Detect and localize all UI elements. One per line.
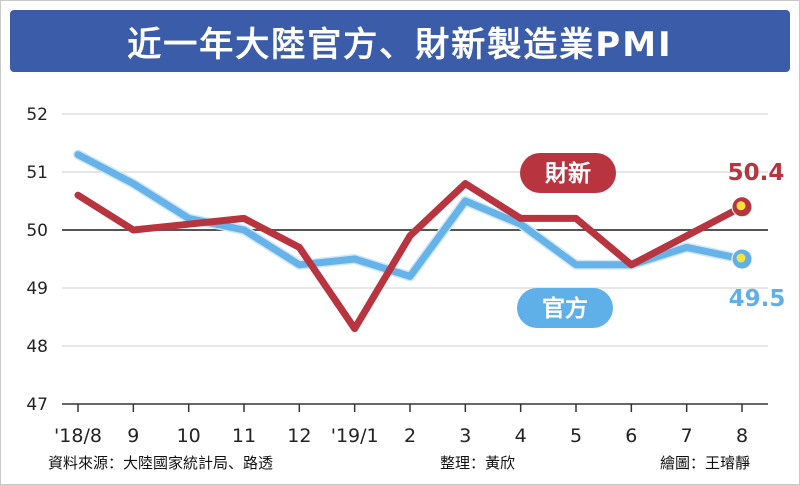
source-note: 資料來源：大陸國家統計局、路透 xyxy=(48,454,274,472)
y-tick-label-49: 49 xyxy=(26,279,48,299)
chart-title: 近一年大陸官方、財新製造業PMI xyxy=(127,24,673,65)
end-label-caixin: 50.4 xyxy=(728,160,785,186)
x-tick-label-7: 3 xyxy=(459,425,471,447)
y-tick-label-51: 51 xyxy=(26,163,48,183)
x-tick-label-6: 2 xyxy=(404,425,416,447)
y-tick-label-52: 52 xyxy=(26,105,48,125)
x-tick-label-11: 7 xyxy=(681,425,693,447)
y-tick-label-47: 47 xyxy=(26,395,48,415)
x-tick-label-3: 11 xyxy=(232,425,256,447)
y-tick-label-50: 50 xyxy=(26,221,48,241)
end-marker-highlight-official xyxy=(736,253,746,263)
x-tick-label-5: '19/1 xyxy=(331,425,379,447)
end-marker-highlight-caixin xyxy=(736,201,746,211)
editor-credit: 整理：黃欣 xyxy=(440,454,516,472)
x-tick-label-2: 10 xyxy=(177,425,201,447)
legend-official-label: 官方 xyxy=(542,295,588,322)
end-label-official: 49.5 xyxy=(729,286,786,312)
x-tick-label-0: '18/8 xyxy=(54,425,102,447)
x-tick-label-10: 6 xyxy=(625,425,637,447)
x-tick-label-1: 9 xyxy=(127,425,139,447)
x-tick-label-4: 12 xyxy=(287,425,311,447)
x-tick-label-8: 4 xyxy=(515,425,527,447)
x-tick-label-12: 8 xyxy=(736,425,748,447)
title-bar: 近一年大陸官方、財新製造業PMI xyxy=(10,10,790,72)
artist-credit: 繪圖：王璿靜 xyxy=(660,454,751,472)
legend-caixin-pill xyxy=(520,153,616,193)
legend-caixin-label: 財新 xyxy=(545,160,591,187)
legend-official-pill xyxy=(517,288,613,328)
y-tick-label-48: 48 xyxy=(26,337,48,357)
x-tick-label-9: 5 xyxy=(570,425,582,447)
series-line-caixin xyxy=(74,180,746,333)
